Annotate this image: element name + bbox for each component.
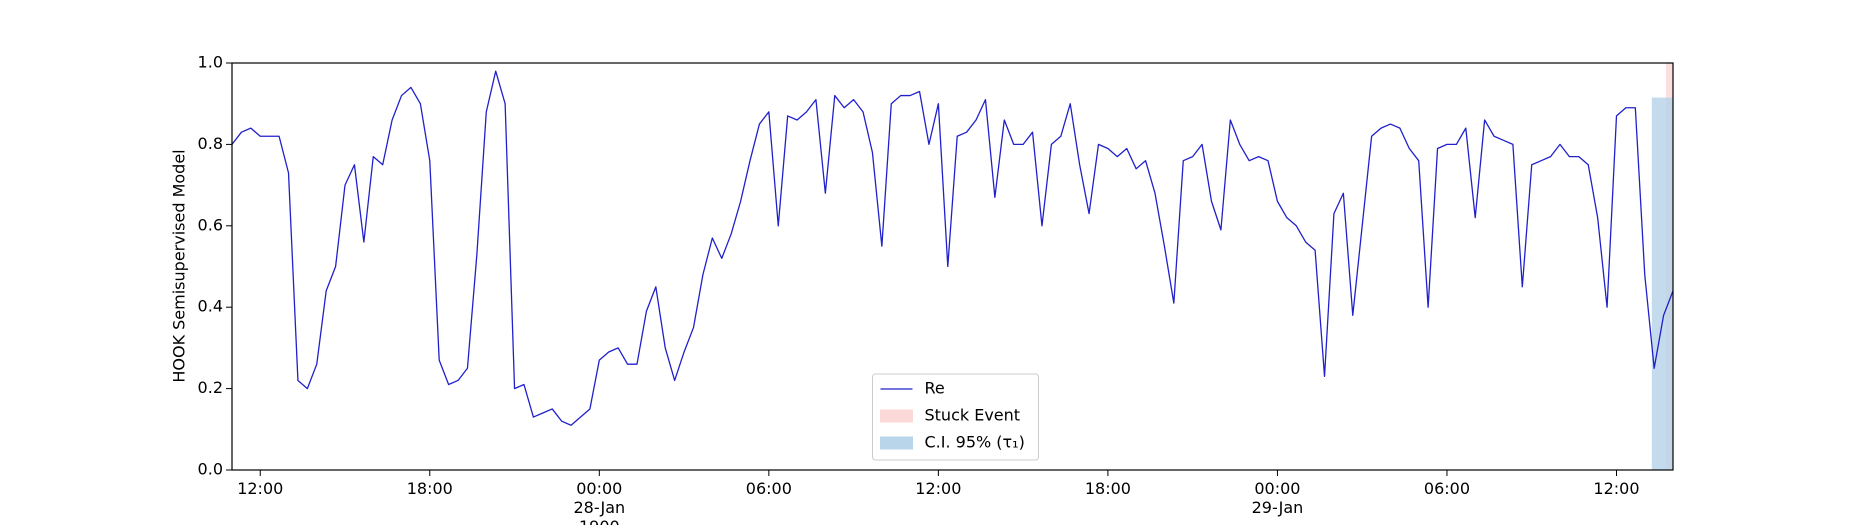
legend-swatch (880, 436, 913, 450)
x-tick-label: 12:00 (915, 479, 962, 498)
x-tick-label: 18:00 (1084, 479, 1131, 498)
x-tick-label: 06:00 (1423, 479, 1470, 498)
y-tick-label: 0.6 (198, 215, 223, 234)
span (1651, 97, 1673, 470)
legend-label: Stuck Event (925, 406, 1021, 425)
legend-label: C.I. 95% (τ₁) (925, 433, 1025, 452)
x-tick-label: 18:00 (406, 479, 453, 498)
x-tick-label: 06:00 (745, 479, 792, 498)
y-tick-label: 0.0 (198, 460, 223, 479)
series-line (231, 70, 1674, 426)
x-tick-label: 00:00 28-Jan 1900 (573, 479, 626, 525)
legend-label: Re (925, 379, 945, 398)
y-tick-label: 0.4 (198, 297, 223, 316)
plot-frame (231, 62, 1674, 471)
x-tick-label: 00:00 29-Jan (1251, 479, 1304, 517)
y-axis-label: HOOK Semisupervised Model (170, 149, 189, 382)
legend-swatch (880, 409, 913, 423)
x-tick-label: 12:00 (237, 479, 284, 498)
y-tick-label: 0.2 (198, 378, 223, 397)
legend-box (872, 373, 1039, 461)
y-tick-label: 1.0 (198, 53, 223, 72)
y-tick-label: 0.8 (198, 134, 223, 153)
legend: Re Stuck Event C.I. 95% (τ₁) (872, 373, 1039, 461)
x-tick-label: 12:00 (1593, 479, 1640, 498)
